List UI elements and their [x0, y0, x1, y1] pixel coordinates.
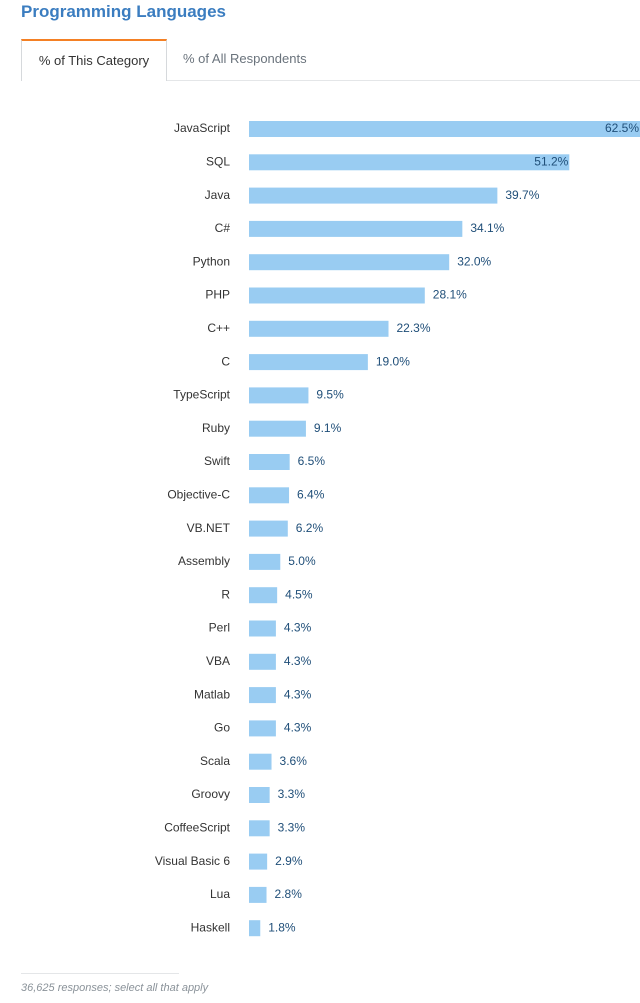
value-label: 9.5%: [316, 388, 344, 402]
bar: [249, 320, 389, 337]
category-label: Groovy: [191, 787, 230, 801]
value-label: 4.3%: [284, 621, 312, 635]
value-label: 3.3%: [278, 820, 306, 834]
category-label: VBA: [206, 654, 230, 668]
bar: [249, 787, 270, 803]
category-label: Haskell: [191, 920, 230, 934]
category-label: TypeScript: [173, 388, 230, 402]
bar: [249, 587, 278, 604]
value-label: 4.5%: [285, 587, 313, 601]
value-label: 6.5%: [298, 454, 326, 468]
tab-bar-divider: [166, 80, 640, 81]
bar: [249, 886, 267, 903]
category-label: C#: [215, 221, 231, 235]
bar: [249, 620, 276, 637]
bar: [249, 920, 261, 937]
value-label: 3.6%: [280, 754, 308, 768]
category-label: C: [221, 354, 230, 368]
category-label: Assembly: [178, 554, 230, 568]
value-label: 2.8%: [275, 887, 303, 901]
bar: [249, 121, 640, 137]
footer-divider: [21, 973, 179, 974]
value-label: 22.3%: [397, 321, 431, 335]
category-label: Objective-C: [167, 487, 230, 501]
bar: [249, 487, 290, 504]
bar: [249, 553, 281, 570]
value-label: 62.5%: [605, 121, 639, 135]
category-label: Go: [214, 721, 230, 735]
category-label: Swift: [204, 454, 231, 468]
value-label: 51.2%: [534, 154, 568, 168]
category-label: Python: [193, 254, 230, 268]
value-label: 4.3%: [284, 721, 312, 735]
bar: [249, 220, 463, 237]
category-label: Ruby: [202, 421, 230, 435]
value-label: 32.0%: [457, 254, 491, 268]
bar: [249, 753, 272, 770]
value-label: 34.1%: [470, 221, 504, 235]
value-label: 4.3%: [284, 687, 312, 701]
responses-footnote: 36,625 responses; select all that apply: [21, 982, 209, 994]
tab-bar: % of This Category % of All Respondents: [0, 39, 640, 81]
bar: [249, 354, 368, 371]
bar: [249, 454, 290, 470]
bar: [249, 187, 498, 204]
category-label: Matlab: [194, 687, 230, 701]
category-label: PHP: [205, 288, 230, 302]
page-title: Programming Languages: [21, 2, 226, 21]
value-label: 39.7%: [505, 188, 539, 202]
category-label: Java: [205, 188, 231, 202]
bar: [249, 820, 270, 837]
value-label: 6.2%: [296, 521, 324, 535]
bar: [249, 254, 450, 271]
value-label: 3.3%: [278, 787, 306, 801]
category-label: R: [221, 587, 230, 601]
bar: [249, 720, 276, 737]
bar: [249, 420, 306, 437]
value-label: 1.8%: [268, 920, 296, 934]
category-label: Scala: [200, 754, 230, 768]
category-label: Visual Basic 6: [155, 854, 230, 868]
value-label: 9.1%: [314, 421, 342, 435]
category-label: Perl: [209, 621, 230, 635]
category-label: SQL: [206, 154, 230, 168]
category-label: JavaScript: [174, 121, 231, 135]
bars-layer: JavaScript 62.5% SQL 51.2% Java 39.7% C# 34.1% P…: [155, 121, 640, 937]
tab-all-respondents[interactable]: % of All Respondents: [183, 51, 307, 66]
value-label: 4.3%: [284, 654, 312, 668]
value-label: 6.4%: [297, 487, 325, 501]
bar: [249, 853, 268, 870]
bar: [249, 687, 276, 704]
category-label: CoffeeScript: [164, 820, 230, 834]
value-label: 2.9%: [275, 854, 303, 868]
bar: [249, 287, 425, 304]
bar: [249, 387, 309, 404]
bar: [249, 653, 276, 670]
category-label: Lua: [210, 887, 230, 901]
tab-this-category[interactable]: % of This Category: [21, 39, 167, 81]
bar: [249, 520, 288, 537]
value-label: 28.1%: [433, 288, 467, 302]
category-label: C++: [207, 321, 230, 335]
value-label: 5.0%: [288, 554, 316, 568]
category-label: VB.NET: [187, 521, 231, 535]
value-label: 19.0%: [376, 354, 410, 368]
bar: [249, 154, 570, 171]
